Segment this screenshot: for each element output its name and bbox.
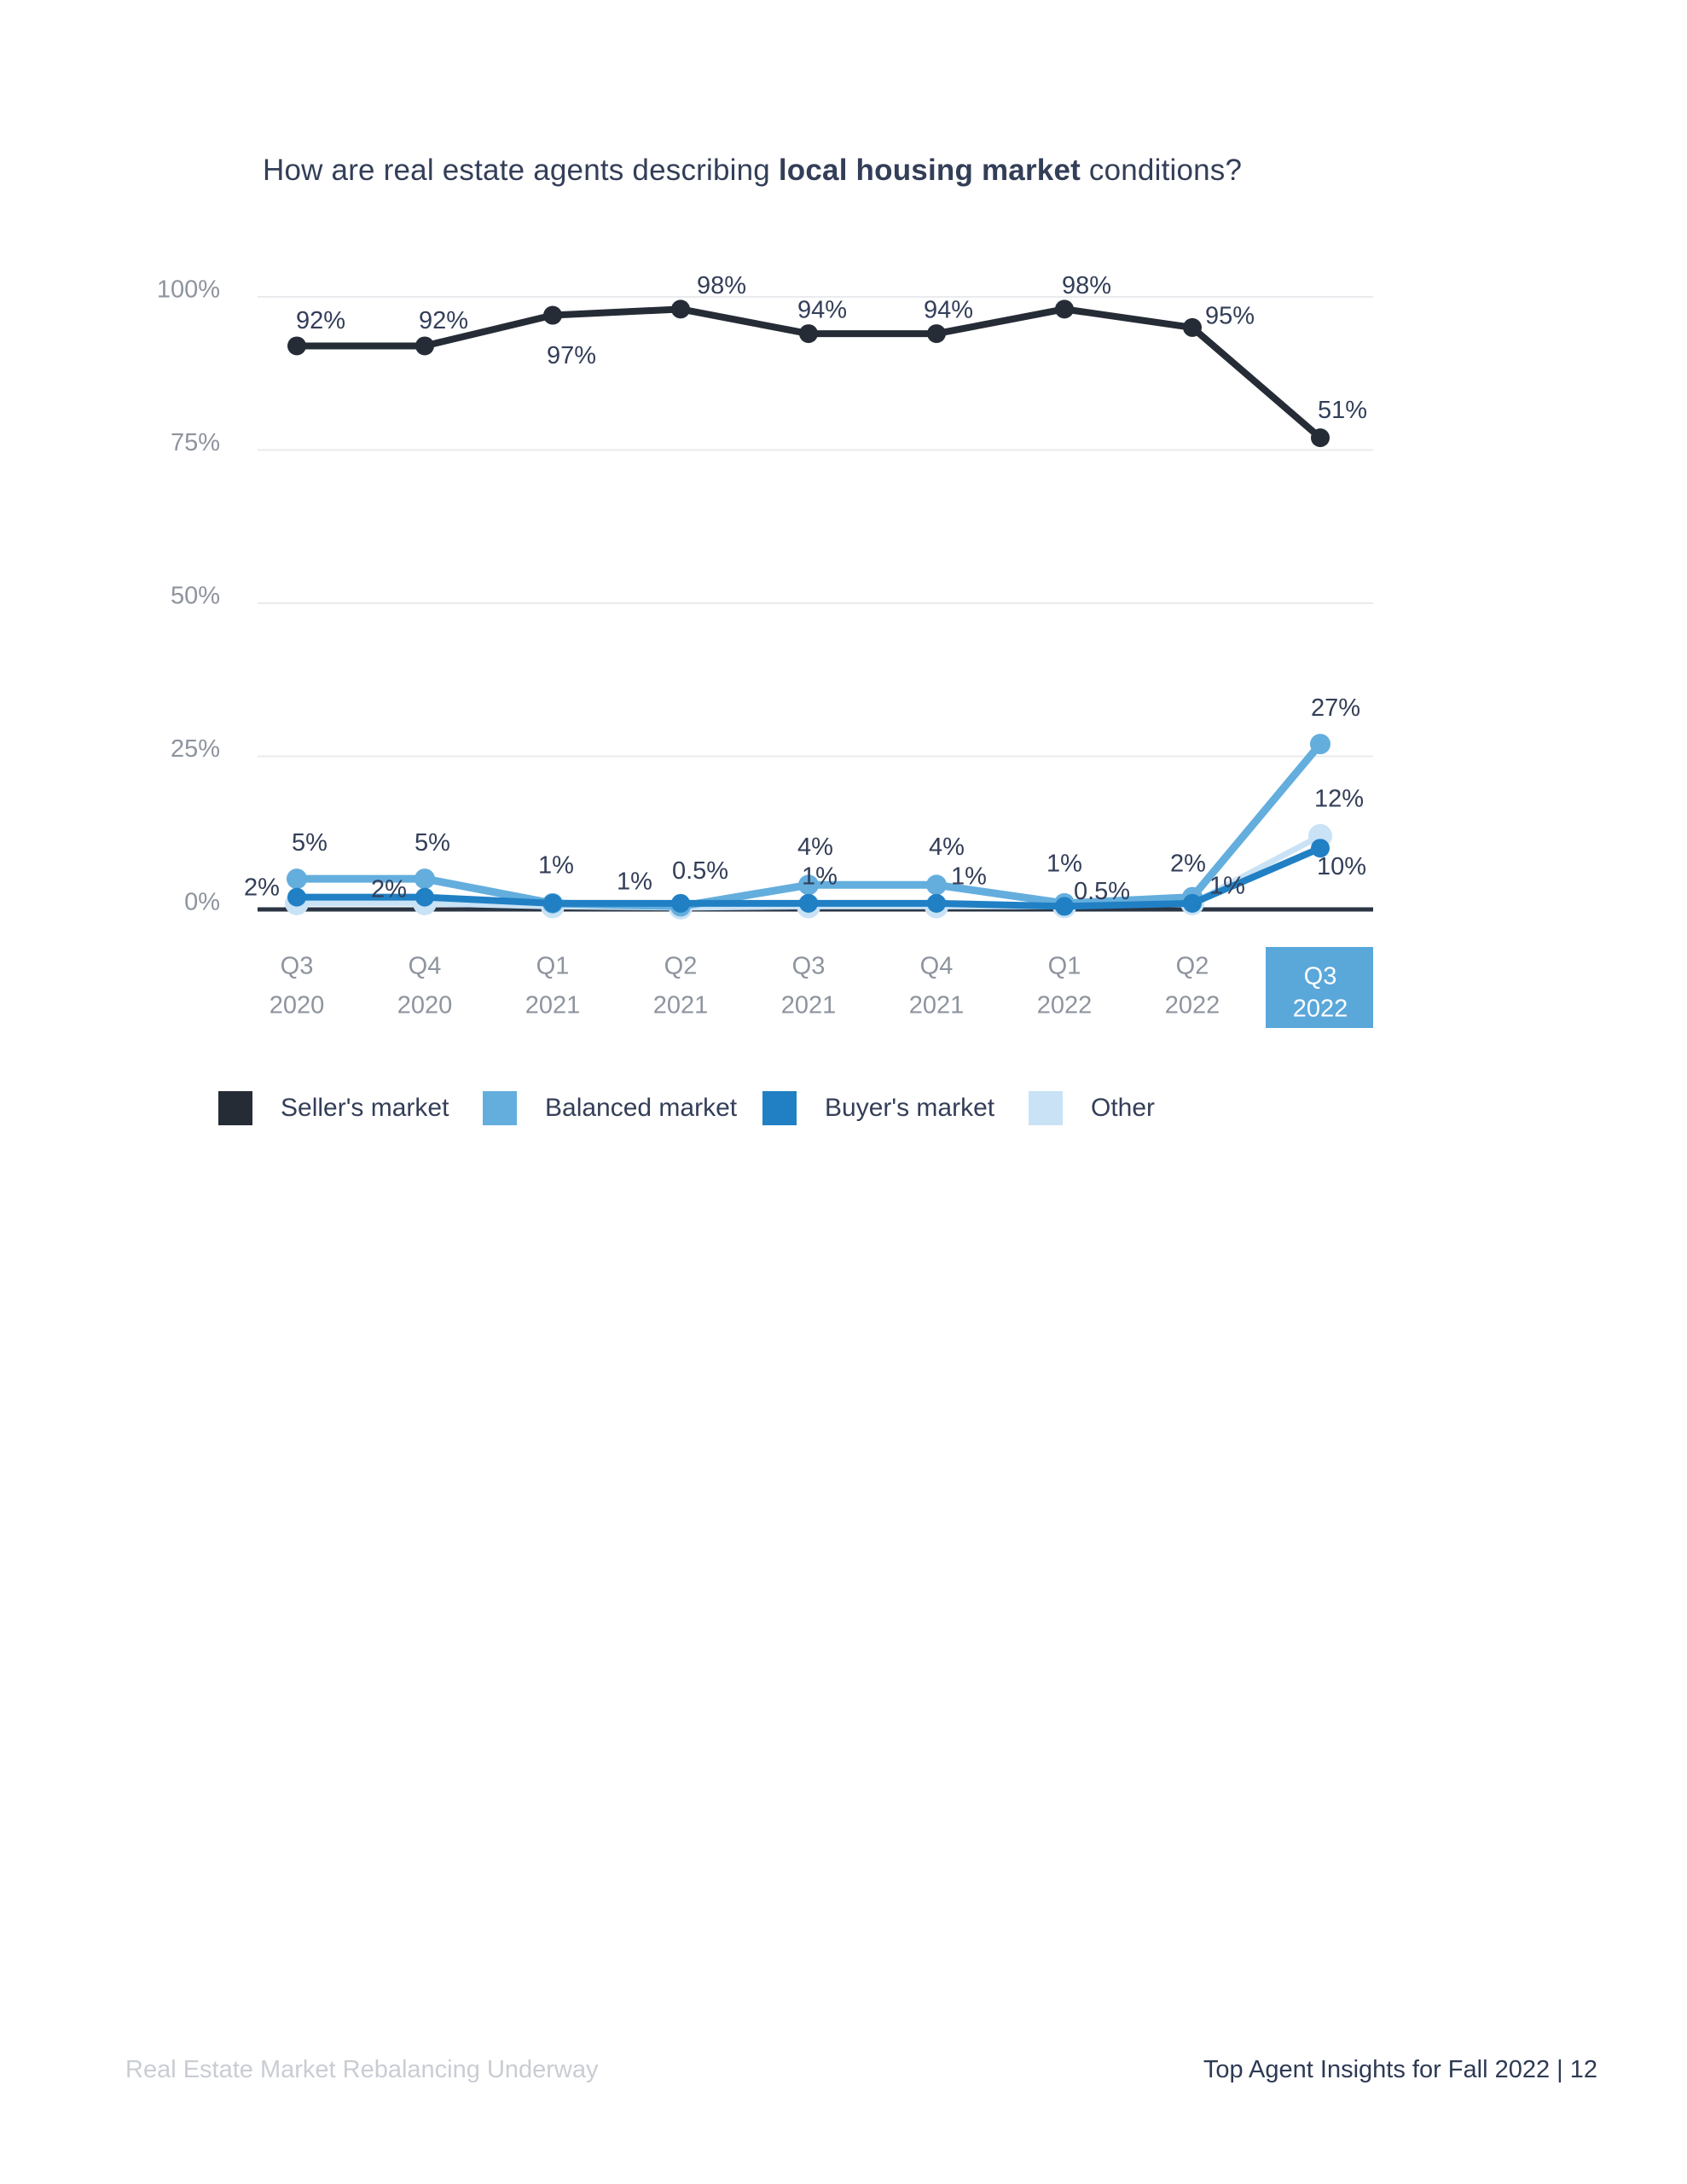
data-label-seller-s-market: 98% [697,272,746,299]
series-balanced-market-point [415,868,435,890]
legend-swatch-buyer-s-market [762,1091,797,1125]
legend-label-buyer-s-market: Buyer's market [825,1094,995,1122]
legend-swatch-balanced-market [483,1091,517,1125]
series-buyer-s-market-point [927,893,946,913]
data-label-balanced-market: 1% [1046,850,1082,877]
x-axis-label-q1-2022: 2022 [1037,992,1093,1019]
data-label-buyer-s-market: 2% [371,875,407,903]
chart-title: How are real estate agents describing lo… [263,154,1242,188]
x-axis-label-q4-2021: 2021 [909,992,965,1019]
y-axis-tick-label: 50% [171,583,220,610]
y-axis-tick-label: 75% [171,429,220,456]
legend-item-seller-s-market: Seller's market [218,1091,449,1125]
legend-swatch-seller-s-market [218,1091,252,1125]
x-axis-label-q3-2020: 2020 [270,992,325,1019]
data-label-balanced-market: 4% [929,834,965,861]
series-seller-s-market-point [671,299,690,319]
series-buyer-s-market [287,839,1330,916]
legend-swatch-other [1029,1091,1063,1125]
x-axis-label-q2-2021: Q2 [664,953,698,980]
legend-item-buyer-s-market: Buyer's market [762,1091,994,1125]
series-buyer-s-market-point [287,887,306,907]
data-label-buyer-s-market: 1% [951,863,987,890]
footer-section-title: Real Estate Market Rebalancing Underway [125,2056,599,2083]
x-axis-label-q3-2020: Q3 [281,953,314,980]
x-axis-label-q4-2021: Q4 [920,953,954,980]
x-axis-label-q3-2021: Q3 [792,953,826,980]
series-balanced-market-point [926,874,947,896]
legend-item-other: Other [1029,1091,1155,1125]
data-label-seller-s-market: 98% [1062,272,1111,299]
series-seller-s-market-point [927,324,946,344]
series-seller-s-market-point [1055,299,1074,319]
x-axis-label-q2-2021: 2021 [653,992,709,1019]
series-seller-s-market-point [1183,317,1202,337]
series-buyer-s-market-point [1055,897,1074,916]
series-seller-s-market-point [287,336,306,356]
data-label-seller-s-market: 94% [924,297,973,324]
data-labels: 92% 92%97%98%94% 94%98%95%51%5% 5%1% 0.5%4% 4… [244,272,1367,905]
series-balanced-market-point [798,874,819,896]
series-seller-s-market-point [543,305,562,325]
data-label-buyer-s-market: 1% [617,868,652,895]
y-axis-tick-label: 25% [171,735,220,763]
series-seller-s-market [287,299,1330,448]
x-axis-label-q3-2022: 2022 [1293,996,1348,1023]
series-balanced-market-point [1310,734,1330,755]
data-label-seller-s-market: 92% [296,307,345,334]
data-label-seller-s-market: 94% [797,297,847,324]
data-label-balanced-market: 5% [415,829,450,857]
x-axis-label-q4-2020: Q4 [409,953,442,980]
x-axis-labels: Q3 2020 Q4 2020 Q1 2021 Q2 2021 Q3 2021 Q4 2021 Q1 20… [270,947,1373,1028]
data-label-balanced-market: 4% [797,834,833,861]
x-axis-label-q4-2020: 2020 [397,992,453,1019]
legend-label-other: Other [1091,1094,1156,1122]
x-axis-label-q2-2022: Q2 [1176,953,1209,980]
series-buyer-s-market-point [415,887,434,907]
x-axis-label-q2-2022: 2022 [1165,992,1220,1019]
local-housing-market-line-chart: 100%75%50%25%0%Q32020Q42020Q12021Q22021Q… [157,272,1373,1028]
chart-title-prefix: How are real estate agents describing [263,154,779,187]
x-axis-label-q1-2022: Q1 [1048,953,1081,980]
data-label-other: 12% [1314,785,1364,812]
y-axis-tick-label: 100% [157,276,220,304]
data-label-buyer-s-market: 10% [1317,853,1366,880]
series-buyer-s-market-point [543,893,562,913]
data-label-balanced-market: 27% [1311,694,1360,722]
legend-label-balanced-market: Balanced market [545,1094,738,1122]
series-seller-s-market-point [415,336,434,356]
y-gridlines: 100% 75% 50% 25% 0% [157,276,1373,916]
data-label-buyer-s-market: 1% [1209,872,1245,899]
legend-label-seller-s-market: Seller's market [281,1094,449,1122]
data-label-seller-s-market: 95% [1205,303,1255,330]
series-buyer-s-market-point [1311,839,1330,858]
series-balanced-market-point [287,868,307,890]
data-label-seller-s-market: 97% [547,342,596,369]
series-buyer-s-market-point [671,893,690,913]
chart-title-suffix: conditions? [1080,154,1243,187]
series-buyer-s-market-point [799,893,818,913]
series-buyer-s-market-point [1183,893,1202,913]
footer-report-title-and-page-number: Top Agent Insights for Fall 2022 | 12 [1203,2056,1597,2083]
data-label-balanced-market: 0.5% [672,857,728,885]
data-label-buyer-s-market: 1% [802,863,838,890]
legend-item-balanced-market: Balanced market [483,1091,737,1125]
x-axis-label-q3-2021: 2021 [781,992,837,1019]
series-seller-s-market-point [1311,428,1330,448]
x-axis-label-q1-2021: Q1 [536,953,570,980]
data-label-balanced-market: 1% [538,851,574,879]
data-label-buyer-s-market: 2% [244,874,280,901]
x-label-highlight-q3-2022 [1266,947,1373,1028]
data-label-balanced-market: 5% [292,829,328,857]
x-axis-label-q3-2022: Q3 [1304,963,1337,990]
x-axis-label-q1-2021: 2021 [525,992,581,1019]
data-label-balanced-market: 2% [1170,850,1206,877]
y-axis-tick-label: 0% [184,889,220,916]
series-seller-s-market-point [799,324,818,344]
chart-title-bold: local housing market [778,154,1081,187]
data-label-buyer-s-market: 0.5% [1074,878,1130,905]
data-label-seller-s-market: 92% [419,307,468,334]
data-label-seller-s-market: 51% [1318,397,1367,424]
